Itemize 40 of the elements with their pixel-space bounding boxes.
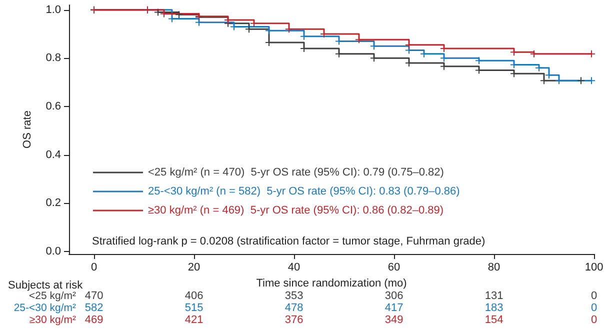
y-tick-label: 0.4 xyxy=(46,148,61,161)
y-tick-label: 0.0 xyxy=(46,246,61,258)
text: 25-<30 kg/m² xyxy=(14,302,76,314)
text: 470 xyxy=(84,290,104,302)
text: 183 xyxy=(484,302,504,314)
text: <25 kg/m² xyxy=(29,290,76,302)
text: 582 xyxy=(84,302,104,314)
y-tick-label: 1.0 xyxy=(46,4,61,16)
text: 349 xyxy=(384,314,404,326)
text: 131 xyxy=(484,290,504,302)
annotation: Stratified log-rank p = 0.0208 (stratification factor = tumor stage, Fuhrman grade) xyxy=(92,236,486,248)
y-tick-label: 0.8 xyxy=(46,52,61,64)
legend-label: <25 kg/m² (n = 470) 5-yr OS rate (95% CI): 0.79 (0.75–0.82) xyxy=(148,166,444,178)
text: 353 xyxy=(284,290,304,302)
text: 417 xyxy=(384,302,404,314)
y-tick-label: 0.2 xyxy=(46,197,61,210)
x-tick-label: 60 xyxy=(388,262,400,274)
text: 0 xyxy=(590,290,598,302)
legend-label: ≥30 kg/m² (n = 469) 5-yr OS rate (95% CI): 0.86 (0.82–0.89) xyxy=(148,204,444,216)
y-axis-title: OS rate xyxy=(22,110,34,148)
x-axis-title: Time since randomization (mo) xyxy=(256,277,407,290)
x-tick-label: 100 xyxy=(584,262,604,274)
text: Subjects at risk xyxy=(8,280,84,292)
x-tick-label: 20 xyxy=(188,262,200,274)
text: 478 xyxy=(284,302,304,314)
text: 469 xyxy=(84,314,104,326)
text: 376 xyxy=(284,314,304,326)
x-tick-label: 40 xyxy=(288,262,300,274)
text: 421 xyxy=(184,314,204,326)
y-tick-label: 0.6 xyxy=(46,100,61,113)
x-tick-label: 0 xyxy=(90,262,98,274)
text: ≥30 kg/m² xyxy=(29,314,77,326)
text: 0 xyxy=(590,302,598,314)
text: 406 xyxy=(184,290,204,302)
text: 154 xyxy=(484,314,504,326)
text: 306 xyxy=(384,290,404,302)
text: 0 xyxy=(590,314,598,326)
x-tick-label: 80 xyxy=(488,262,500,274)
text: 515 xyxy=(184,302,204,314)
legend-label: 25-<30 kg/m² (n = 582) 5-yr OS rate (95% CI): 0.83 (0.79–0.86) xyxy=(148,186,460,198)
